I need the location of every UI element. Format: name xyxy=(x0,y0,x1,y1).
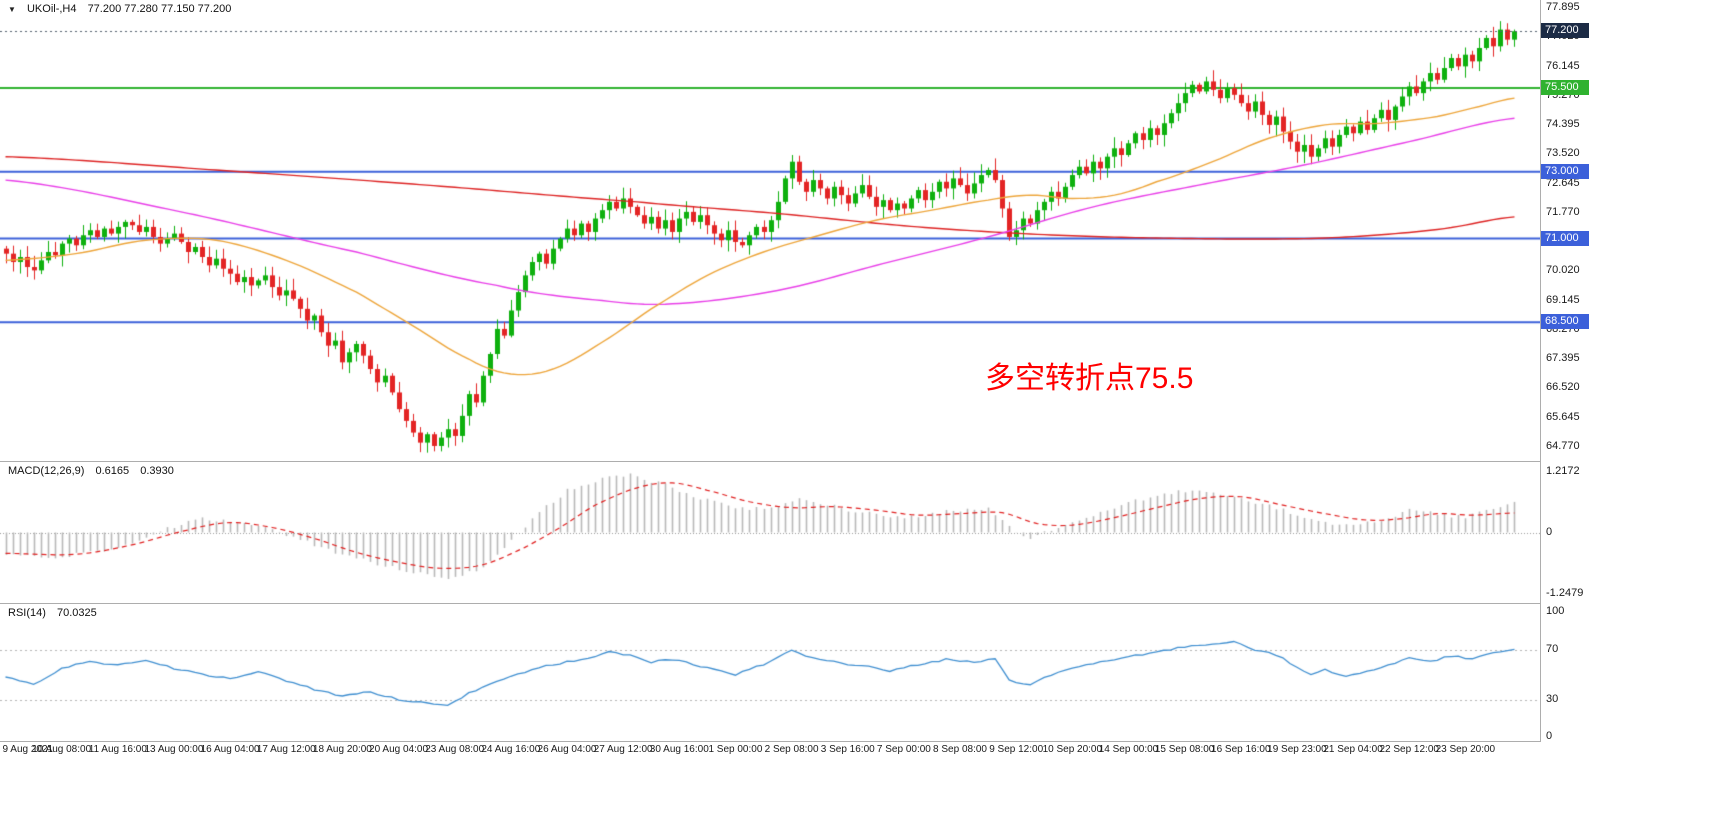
price-tick-label: 64.770 xyxy=(1546,439,1580,452)
price-tick-label: 72.645 xyxy=(1546,176,1580,189)
price-tag-pivot-level: 75.500 xyxy=(1541,80,1589,96)
time-tick-label: 16 Sep 16:00 xyxy=(1211,744,1271,755)
time-tick-label: 9 Sep 12:00 xyxy=(989,744,1044,755)
time-tick-label: 20 Aug 04:00 xyxy=(369,744,429,755)
time-tick-label: 21 Sep 04:00 xyxy=(1323,744,1383,755)
macd-header: MACD(12,26,9) 0.6165 0.3930 xyxy=(8,465,182,477)
price-tick-label: 71.770 xyxy=(1546,205,1580,218)
price-tag-support-level: 68.500 xyxy=(1541,314,1589,330)
time-tick-label: 23 Sep 20:00 xyxy=(1435,744,1496,755)
price-tick-label: 30 xyxy=(1546,692,1559,705)
macd-indicator-label: MACD(12,26,9) xyxy=(8,465,85,477)
time-tick-label: 14 Sep 00:00 xyxy=(1098,744,1159,755)
time-tick-label: 24 Aug 16:00 xyxy=(481,744,541,755)
time-tick-label: 22 Sep 12:00 xyxy=(1379,744,1439,755)
time-tick-label: 30 Aug 16:00 xyxy=(649,744,709,755)
time-tick-label: 13 Aug 00:00 xyxy=(144,744,204,755)
macd-panel-canvas[interactable] xyxy=(0,462,1540,603)
price-tick-label: 77.895 xyxy=(1546,1,1580,14)
time-tick-label: 10 Aug 08:00 xyxy=(32,744,92,755)
chart-header: ▼ UKOil-,H4 77.200 77.280 77.150 77.200 xyxy=(8,3,239,15)
price-chart-canvas[interactable] xyxy=(0,0,1540,461)
time-tick-label: 8 Sep 08:00 xyxy=(933,744,987,755)
time-tick-label: 16 Aug 04:00 xyxy=(200,744,260,755)
price-tick-label: 74.395 xyxy=(1546,118,1580,131)
panel-separator xyxy=(0,741,1723,742)
price-scale-axis[interactable]: 77.89577.02076.14575.27074.39573.52072.6… xyxy=(1541,0,1723,762)
price-tick-label: 66.520 xyxy=(1546,381,1580,394)
time-tick-label: 2 Sep 08:00 xyxy=(764,744,819,755)
price-tick-label: 70.020 xyxy=(1546,264,1580,277)
panel-separator[interactable] xyxy=(0,603,1723,604)
price-tick-label: 67.395 xyxy=(1546,352,1580,365)
time-scale-axis[interactable]: 9 Aug 2021 10 Aug 08:00 11 Aug 16:00 13 Aug… xyxy=(0,743,1540,761)
panel-separator[interactable] xyxy=(0,461,1723,462)
macd-signal-value: 0.3930 xyxy=(140,465,174,477)
time-tick-label: 23 Aug 08:00 xyxy=(425,744,485,755)
time-tick-label: 9 Aug 2021 xyxy=(2,744,54,755)
time-tick-label: 19 Sep 23:00 xyxy=(1267,744,1327,755)
ohlc-readout: 77.200 77.280 77.150 77.200 xyxy=(87,3,232,15)
price-tick-label: 69.145 xyxy=(1546,293,1580,306)
time-tick-label: 27 Aug 12:00 xyxy=(593,744,653,755)
rsi-panel-canvas[interactable] xyxy=(0,604,1540,741)
axis-separator xyxy=(1540,0,1541,741)
rsi-header: RSI(14) 70.0325 xyxy=(8,607,105,619)
time-tick-label: 17 Aug 12:00 xyxy=(256,744,316,755)
time-tick-label: 26 Aug 04:00 xyxy=(537,744,597,755)
symbol-period-label: UKOil-,H4 xyxy=(26,3,77,15)
time-tick-label: 18 Aug 20:00 xyxy=(312,744,372,755)
macd-value: 0.6165 xyxy=(95,465,130,477)
time-tick-label: 7 Sep 00:00 xyxy=(876,744,931,755)
time-tick-label: 1 Sep 00:00 xyxy=(708,744,763,755)
price-tick-label: 0 xyxy=(1546,525,1553,538)
time-tick-label: 11 Aug 16:00 xyxy=(88,744,147,755)
price-tick-label: 70 xyxy=(1546,642,1559,655)
price-tick-label: 65.645 xyxy=(1546,410,1580,423)
price-tick-label: 100 xyxy=(1546,605,1565,617)
price-tick-label: 0 xyxy=(1546,730,1553,742)
time-tick-label: 15 Sep 08:00 xyxy=(1154,744,1215,755)
price-tick-label: -1.2479 xyxy=(1546,587,1584,600)
price-tick-label: 76.145 xyxy=(1546,59,1580,72)
chart-shift-icon[interactable]: ▼ xyxy=(8,5,16,14)
price-tick-label: 1.2172 xyxy=(1546,465,1580,478)
time-tick-label: 3 Sep 16:00 xyxy=(820,744,875,755)
rsi-indicator-label: RSI(14) xyxy=(8,607,46,619)
price-tag-resistance-level: 73.000 xyxy=(1541,163,1589,179)
price-tick-label: 73.520 xyxy=(1546,147,1580,160)
rsi-value: 70.0325 xyxy=(56,607,97,619)
price-tag-support-level: 71.000 xyxy=(1541,230,1589,246)
time-tick-label: 10 Sep 20:00 xyxy=(1042,744,1103,755)
price-tag-current-price: 77.200 xyxy=(1541,23,1589,39)
annotation-text[interactable]: 多空转折点75.5 xyxy=(985,362,1194,395)
